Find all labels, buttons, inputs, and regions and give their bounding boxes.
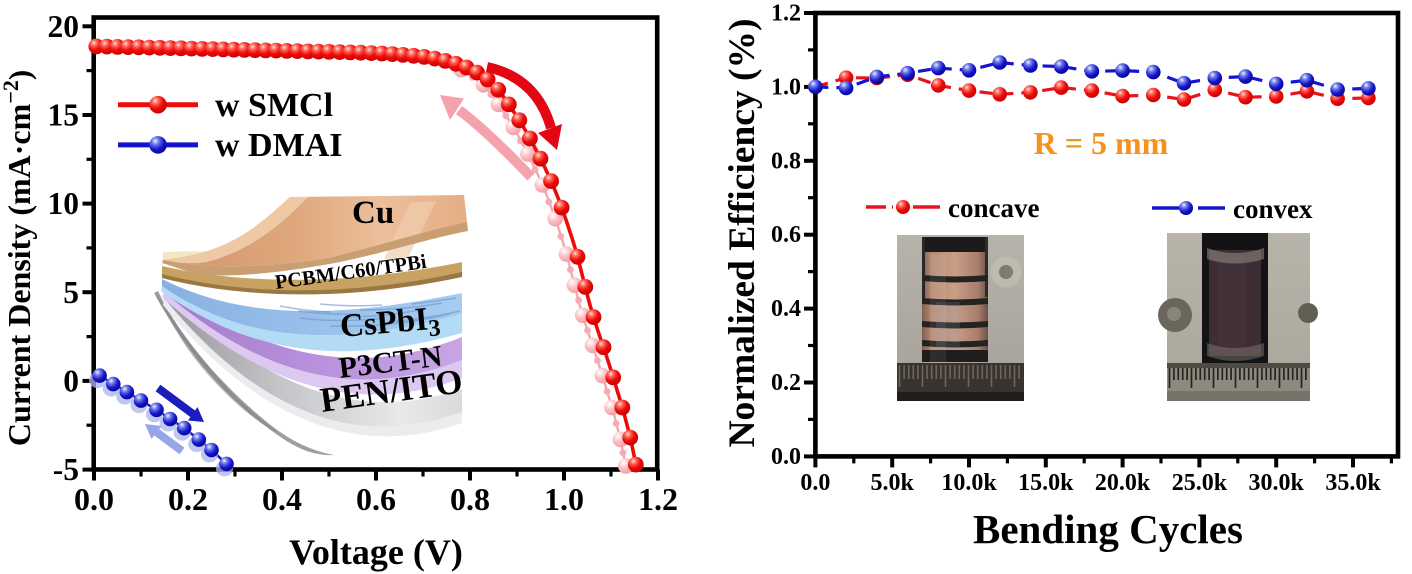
svg-text:Cu: Cu: [352, 195, 394, 231]
svg-text:w DMAI: w DMAI: [215, 127, 342, 164]
svg-text:5.0k: 5.0k: [871, 470, 915, 496]
svg-text:20.0k: 20.0k: [1095, 470, 1151, 496]
svg-text:-5: -5: [53, 452, 79, 487]
svg-text:R = 5 mm: R = 5 mm: [1034, 125, 1169, 161]
svg-text:Current Density (mA·cm−2): Current Density (mA·cm−2): [0, 70, 37, 446]
svg-text:0.4: 0.4: [771, 296, 801, 322]
svg-text:0.2: 0.2: [168, 481, 208, 517]
svg-text:0.6: 0.6: [771, 222, 801, 248]
svg-text:15: 15: [48, 98, 80, 133]
svg-text:0.0: 0.0: [74, 481, 114, 517]
svg-text:Normalized Efficiency (%): Normalized Efficiency (%): [722, 18, 763, 447]
svg-text:1.0: 1.0: [544, 481, 584, 517]
svg-text:30.0k: 30.0k: [1249, 470, 1305, 496]
svg-text:0.8: 0.8: [450, 481, 490, 517]
svg-text:0: 0: [63, 363, 79, 398]
svg-text:convex: convex: [1233, 194, 1313, 224]
svg-text:w SMCl: w SMCl: [215, 87, 333, 124]
svg-text:20: 20: [48, 9, 80, 44]
svg-text:5: 5: [63, 275, 79, 310]
svg-text:10.0k: 10.0k: [941, 470, 997, 496]
svg-text:15.0k: 15.0k: [1018, 470, 1074, 496]
svg-text:0.2: 0.2: [771, 370, 801, 396]
svg-text:1.0: 1.0: [771, 74, 801, 100]
svg-text:concave: concave: [948, 193, 1039, 223]
svg-text:0.6: 0.6: [356, 481, 396, 517]
svg-text:35.0k: 35.0k: [1325, 470, 1381, 496]
svg-text:0.0: 0.0: [771, 444, 801, 470]
svg-text:1.2: 1.2: [638, 481, 678, 517]
svg-text:0.8: 0.8: [771, 148, 801, 174]
svg-text:10: 10: [48, 186, 80, 221]
svg-text:0.0: 0.0: [800, 470, 830, 496]
svg-text:1.2: 1.2: [771, 1, 801, 27]
svg-text:25.0k: 25.0k: [1172, 470, 1228, 496]
svg-text:Bending Cycles: Bending Cycles: [973, 506, 1243, 552]
svg-text:Voltage (V): Voltage (V): [289, 532, 463, 572]
svg-text:0.4: 0.4: [262, 481, 302, 517]
